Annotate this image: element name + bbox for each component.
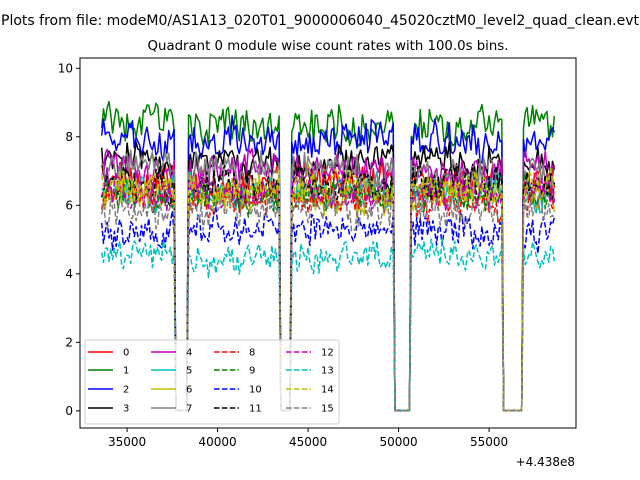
- x-offset-label: +4.438e8: [516, 455, 575, 469]
- legend-label-2: 2: [123, 385, 129, 396]
- series-line-8: [100, 178, 556, 412]
- x-tick-label: 55000: [470, 435, 508, 449]
- axes-frame: [79, 57, 577, 429]
- legend-label-11: 11: [249, 404, 262, 415]
- y-tick-label: 10: [58, 61, 73, 75]
- legend-label-12: 12: [321, 348, 334, 359]
- y-tick-label: 2: [65, 335, 73, 349]
- legend-label-10: 10: [249, 385, 262, 396]
- legend-label-7: 7: [186, 404, 192, 415]
- x-tick-label: 40000: [198, 435, 236, 449]
- legend-label-6: 6: [186, 385, 192, 396]
- y-tick-label: 8: [65, 130, 73, 144]
- legend-label-13: 13: [321, 366, 334, 377]
- x-tick-label: 35000: [108, 435, 146, 449]
- legend-label-9: 9: [249, 366, 255, 377]
- legend-label-14: 14: [321, 385, 334, 396]
- legend-label-4: 4: [186, 348, 192, 359]
- legend-label-1: 1: [123, 366, 129, 377]
- legend-label-5: 5: [186, 366, 192, 377]
- figure-suptitle: Plots from file: modeM0/AS1A13_020T01_90…: [1, 13, 639, 29]
- x-axis: 35000 40000 45000 50000 55000: [108, 428, 508, 449]
- chart-title: Quadrant 0 module wise count rates with …: [148, 39, 509, 54]
- legend-box: [84, 339, 340, 425]
- legend-label-3: 3: [123, 404, 129, 415]
- y-axis: 0 2 4 6 8 10: [58, 61, 80, 418]
- y-tick-label: 6: [65, 198, 73, 212]
- y-tick-label: 0: [65, 404, 73, 418]
- x-tick-label: 50000: [380, 435, 418, 449]
- legend-label-0: 0: [123, 348, 129, 359]
- x-tick-label: 45000: [289, 435, 327, 449]
- y-tick-label: 4: [65, 267, 73, 281]
- legend-label-8: 8: [249, 348, 255, 359]
- legend-label-15: 15: [321, 404, 334, 415]
